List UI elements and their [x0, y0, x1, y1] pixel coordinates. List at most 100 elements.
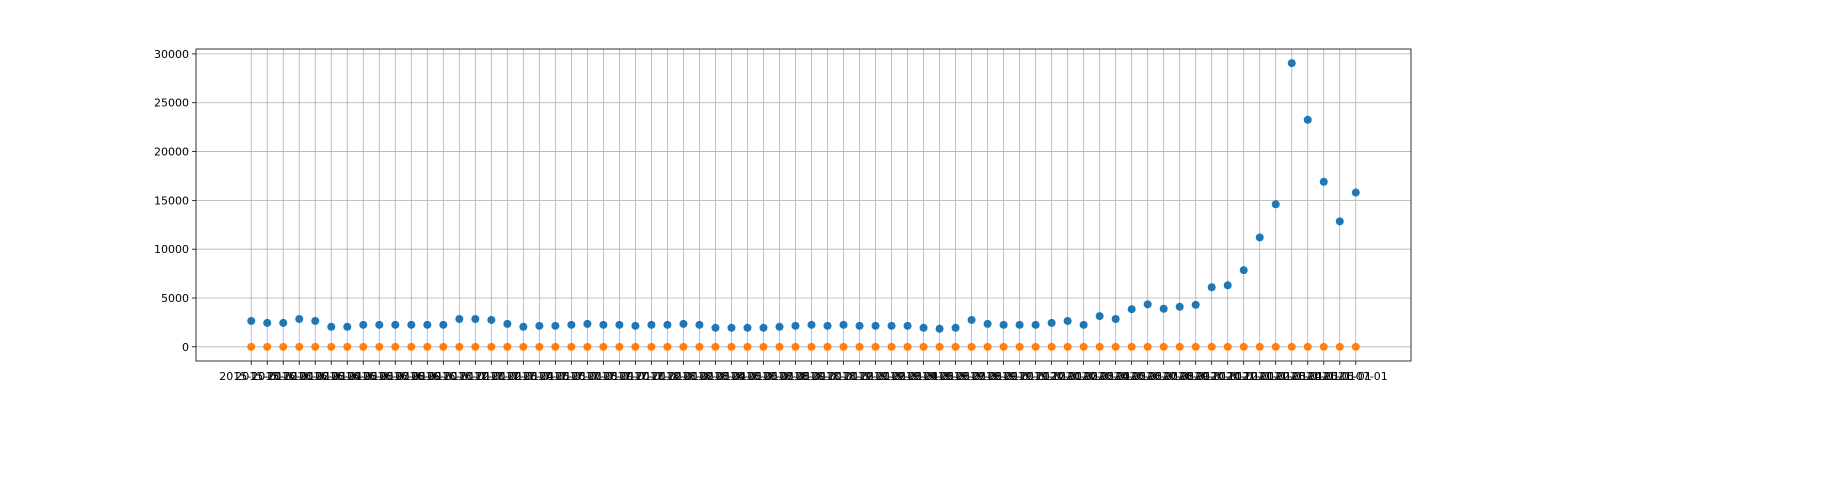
- point: [855, 342, 864, 351]
- x-tick-label: 2016-04-01: [315, 370, 379, 383]
- point: [631, 342, 640, 351]
- point: [1351, 188, 1360, 197]
- point: [1047, 318, 1056, 327]
- point: [1255, 342, 1264, 351]
- point: [1303, 342, 1312, 351]
- point: [887, 321, 896, 330]
- point: [711, 323, 720, 332]
- point: [951, 323, 960, 332]
- point: [1063, 342, 1072, 351]
- point: [1095, 312, 1104, 321]
- point: [1015, 320, 1024, 329]
- x-tick-label: 2019-10-01: [988, 370, 1052, 383]
- x-tick-label: 2020-12-01: [1212, 370, 1276, 383]
- point: [455, 314, 464, 323]
- x-tick-label: 2019-11-01: [1004, 370, 1068, 383]
- point: [1207, 283, 1216, 292]
- point: [407, 320, 416, 329]
- x-tick-label: 2019-01-01: [844, 370, 908, 383]
- point: [423, 342, 432, 351]
- point: [1079, 342, 1088, 351]
- point: [1207, 342, 1216, 351]
- point: [647, 342, 656, 351]
- marks: [247, 59, 1360, 351]
- point: [1351, 342, 1360, 351]
- point: [439, 342, 448, 351]
- point: [1239, 266, 1248, 275]
- point: [1111, 342, 1120, 351]
- point: [1047, 342, 1056, 351]
- point: [759, 323, 768, 332]
- point: [567, 342, 576, 351]
- point: [487, 342, 496, 351]
- x-tick-label: 2018-04-01: [699, 370, 763, 383]
- x-tick-label: 2020-07-01: [1132, 370, 1196, 383]
- point: [903, 342, 912, 351]
- x-tick-label: 2021-06-01: [1308, 370, 1372, 383]
- point: [359, 320, 368, 329]
- point: [295, 314, 304, 323]
- point: [647, 320, 656, 329]
- y-tick-label: 10000: [154, 243, 189, 256]
- x-tick-label: 2018-12-01: [828, 370, 892, 383]
- point: [327, 342, 336, 351]
- point: [663, 320, 672, 329]
- x-tick-label: 2020-03-01: [1068, 370, 1132, 383]
- point: [1223, 342, 1232, 351]
- point: [1143, 300, 1152, 309]
- point: [535, 342, 544, 351]
- point: [1111, 314, 1120, 323]
- x-tick-label: 2017-03-01: [491, 370, 555, 383]
- y-tick-label: 5000: [161, 292, 189, 305]
- point: [311, 342, 320, 351]
- point: [455, 342, 464, 351]
- point: [1287, 59, 1296, 68]
- point: [407, 342, 416, 351]
- point: [583, 342, 592, 351]
- point: [439, 320, 448, 329]
- point: [855, 321, 864, 330]
- point: [727, 323, 736, 332]
- x-tick-label: 2016-09-01: [395, 370, 459, 383]
- x-tick-label: 2021-02-01: [1244, 370, 1308, 383]
- x-tick-label: 2021-07-01: [1324, 370, 1388, 383]
- x-tick-label: 2018-06-01: [732, 370, 796, 383]
- x-tick-label: 2018-03-01: [683, 370, 747, 383]
- x-tick-label: 2018-08-01: [764, 370, 828, 383]
- point: [615, 342, 624, 351]
- x-tick-label: 2018-05-01: [716, 370, 780, 383]
- point: [711, 342, 720, 351]
- x-tick-label: 2020-10-01: [1180, 370, 1244, 383]
- point: [1335, 217, 1344, 226]
- point: [599, 320, 608, 329]
- x-tick-label: 2021-04-01: [1276, 370, 1340, 383]
- point: [695, 320, 704, 329]
- point: [743, 323, 752, 332]
- x-tick-label: 2021-03-01: [1260, 370, 1324, 383]
- x-tick-label: 2019-12-01: [1020, 370, 1084, 383]
- x-tick-label: 2020-06-01: [1116, 370, 1180, 383]
- x-tick-label: 2017-06-01: [539, 370, 603, 383]
- point: [1335, 342, 1344, 351]
- point: [871, 342, 880, 351]
- x-tick-label: 2017-07-01: [555, 370, 619, 383]
- x-tick-label: 2021-01-01: [1228, 370, 1292, 383]
- point: [1239, 342, 1248, 351]
- y-tick-label: 20000: [154, 146, 189, 159]
- point: [391, 320, 400, 329]
- point: [1271, 200, 1280, 209]
- point: [839, 342, 848, 351]
- point: [1079, 320, 1088, 329]
- x-tick-label: 2016-02-01: [283, 370, 347, 383]
- point: [1255, 233, 1264, 242]
- x-tick-label: 2018-10-01: [796, 370, 860, 383]
- point: [343, 322, 352, 331]
- point: [375, 320, 384, 329]
- point: [935, 342, 944, 351]
- point: [823, 342, 832, 351]
- x-tick-label: 2017-09-01: [587, 370, 651, 383]
- point: [903, 321, 912, 330]
- x-tick-label: 2017-01-01: [459, 370, 523, 383]
- y-tick-label: 0: [182, 341, 189, 354]
